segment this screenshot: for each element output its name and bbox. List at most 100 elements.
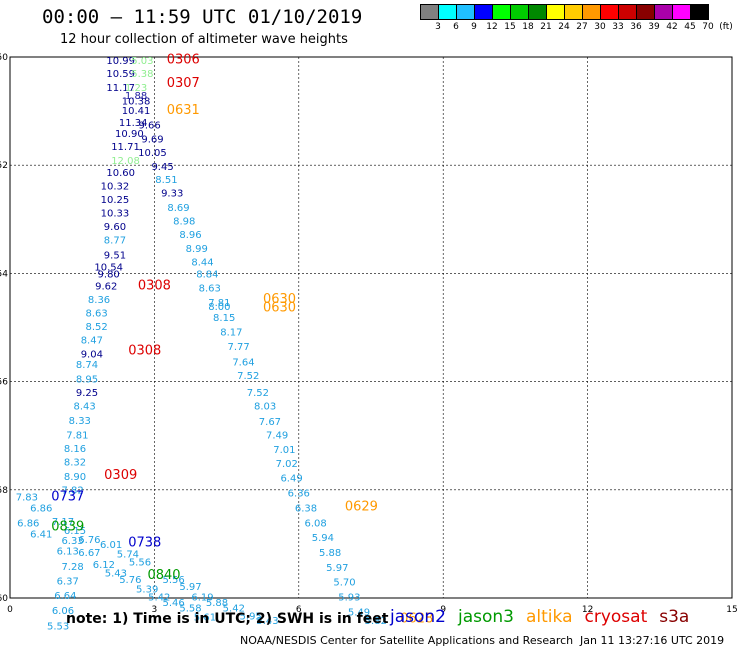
swh-value-label: 8.98 (173, 217, 195, 228)
swh-value-label: 12.08 (111, 156, 140, 167)
swh-value-label: 8.63 (86, 309, 108, 320)
swh-value-label: 5.58 (179, 604, 201, 615)
color-scale-label: 21 (540, 22, 552, 32)
swh-value-label: 7.67 (259, 417, 281, 428)
swh-value-label: 7.49 (266, 430, 288, 441)
swh-value-label: 7.77 (228, 342, 250, 353)
swh-value-label: 8.16 (64, 444, 86, 455)
swh-value-label: 5.88 (319, 548, 341, 559)
swh-value-label: 6.64 (54, 591, 76, 602)
swh-value-label: 10.90 (115, 129, 144, 140)
legend-altika: altika (526, 607, 573, 627)
swh-value-label: 8.43 (73, 402, 95, 413)
swh-value-label: 8.17 (220, 328, 242, 339)
x-tick-label: 9 (440, 605, 446, 615)
swh-value-label: 5.94 (312, 533, 334, 544)
swh-value-label: 5.88 (206, 598, 228, 609)
plot-frame (9, 56, 733, 599)
swh-value-label: 5.53 (47, 621, 69, 632)
color-scale-label: 45 (684, 22, 696, 32)
swh-value-label: 8.69 (167, 203, 189, 214)
swh-value-label: 5.49 (348, 607, 370, 618)
swh-value-label: 10.33 (101, 209, 130, 220)
swh-value-label: 9.25 (76, 388, 98, 399)
swh-value-label: 6.36 (288, 488, 310, 499)
swh-value-label: 1.88 (125, 91, 147, 102)
swh-value-label: 9.62 (95, 282, 117, 293)
swh-value-label: 5.42 (223, 604, 245, 615)
swh-value-label: 9.45 (151, 162, 173, 173)
color-scale-label: 24 (558, 22, 570, 32)
swh-value-label: 5.43 (256, 616, 278, 627)
legend-s3a: s3a (659, 607, 690, 627)
pass-time-label: 0308 (128, 344, 161, 359)
swh-value-label: 8.03 (254, 402, 276, 413)
swh-value-label: 8.63 (199, 283, 221, 294)
footer-note: note: 1) Time is in UTC; 2) SWH is in fe… (66, 611, 389, 627)
swh-value-label: 8.44 (191, 257, 213, 268)
color-scale-label: 30 (594, 22, 606, 32)
color-scale-label: 36 (630, 22, 642, 32)
swh-value-label: 6.76 (78, 535, 100, 546)
color-scale-label: 6 (453, 22, 459, 32)
swh-value-label: 8.99 (186, 244, 208, 255)
swh-value-label: 7.83 (16, 493, 38, 504)
color-scale-label: 15 (504, 22, 516, 32)
pass-time-label: 0306 (167, 52, 200, 67)
swh-value-label: 5.43 (105, 568, 127, 579)
swh-value-label: 10.41 (122, 106, 151, 117)
plot-axes: 0 3 6 9 12 15 -50 -52 -54 -56 -58 -60 (0, 53, 738, 615)
swh-value-label: 7.64 (232, 357, 254, 368)
swh-value-label: 8.74 (76, 360, 98, 371)
page-subtitle: 12 hour collection of altimeter wave hei… (60, 32, 348, 47)
swh-value-label: 9.80 (98, 270, 120, 281)
swh-value-label: 6.86 (17, 519, 39, 530)
pass-time-label: 0631 (167, 103, 200, 118)
swh-value-label: 7.28 (61, 562, 83, 573)
x-tick-label: 15 (726, 605, 737, 615)
x-tick-label: 3 (152, 605, 158, 615)
swh-value-label: 5.97 (179, 582, 201, 593)
swh-value-label: 7.81 (66, 430, 88, 441)
swh-value-label: 10.59 (106, 69, 135, 80)
swh-value-label: 8.51 (155, 175, 177, 186)
swh-value-label: 7.52 (247, 388, 269, 399)
color-scale-label: 3 (435, 22, 441, 32)
swh-value-label: 10.99 (106, 56, 135, 67)
pass-time-label: 0309 (104, 468, 137, 483)
swh-value-label: 9.66 (138, 120, 160, 131)
swh-value-label: 6.49 (280, 474, 302, 485)
swh-value-label: 9.60 (104, 222, 126, 233)
swh-value-label: 10.05 (138, 148, 167, 159)
color-scale-swatches (420, 4, 709, 20)
swh-value-label: 6.01 (100, 540, 122, 551)
y-tick-label: -56 (0, 378, 8, 388)
swh-value-label: 5.76 (119, 575, 141, 586)
swh-value-label: 5.56 (163, 575, 185, 586)
swh-value-label: 8.32 (64, 457, 86, 468)
swh-value-label: 8.95 (76, 375, 98, 386)
plot-marks: 10.995.03 10.595.38 11.171.231.8810.3810.4… (16, 52, 434, 632)
swh-value-label: 5.95 (240, 612, 262, 623)
swh-value-label: 8.90 (64, 472, 86, 483)
swh-value-label: 7.02 (276, 459, 298, 470)
y-tick-label: -58 (0, 486, 8, 496)
swh-value-label: 6.67 (78, 548, 100, 559)
color-scale-swatch (690, 4, 709, 20)
swh-value-label: 5.56 (129, 558, 151, 569)
swh-value-label: 8.36 (88, 295, 110, 306)
legend-jason2: jason2 (390, 607, 446, 627)
color-scale: 3 6 9 12 15 18 21 24 27 30 33 36 39 42 45 70 (ft) (420, 4, 733, 34)
swh-value-label: 5.03 (131, 56, 153, 67)
color-scale-label: 9 (471, 22, 477, 32)
swh-value-label: 5.61 (194, 613, 216, 624)
swh-value-label: 8.47 (81, 336, 103, 347)
swh-value-label: 9.69 (141, 134, 163, 145)
swh-value-label: 8.00 (208, 302, 230, 313)
pass-time-label: 0307 (167, 76, 200, 91)
swh-value-label: 6.08 (305, 519, 327, 530)
footer-timestamp: Jan 11 13:27:16 UTC 2019 (580, 634, 725, 647)
swh-value-label: 5.42 (148, 593, 170, 604)
color-scale-label: 39 (648, 22, 660, 32)
swh-value-label: 5.38 (131, 69, 153, 80)
